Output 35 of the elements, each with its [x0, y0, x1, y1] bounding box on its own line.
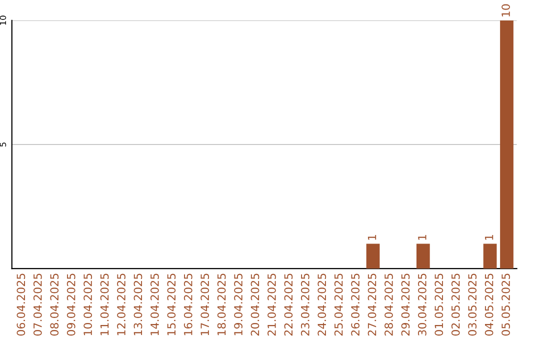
x-tick-label: 14.04.2025 [150, 274, 159, 336]
x-tick-label: 03.05.2025 [468, 274, 477, 336]
x-tick-label: 09.04.2025 [66, 274, 76, 336]
x-tick-label: 01.05.2025 [434, 274, 444, 336]
x-tick-label: 27.04.2025 [368, 274, 376, 336]
x-tick-label: 11.04.2025 [100, 274, 109, 336]
x-tick-label: 28.04.2025 [384, 274, 393, 336]
data-label: 10 [502, 4, 510, 16]
x-tick-label: 02.05.2025 [451, 274, 460, 336]
x-tick-label: 20.04.2025 [250, 274, 260, 336]
x-tick-label: 16.04.2025 [184, 274, 192, 336]
x-tick-label: 15.04.2025 [167, 274, 176, 336]
x-tick-label: 26.04.2025 [351, 274, 360, 336]
x-tick-label: 18.04.2025 [217, 274, 226, 336]
x-tick-label: 06.04.2025 [16, 274, 26, 336]
x-tick-label: 08.04.2025 [50, 274, 59, 336]
data-label: 1 [418, 234, 426, 240]
x-tick-label: 17.04.2025 [200, 274, 210, 336]
x-tick-label: 04.05.2025 [484, 274, 494, 336]
x-tick-label: 07.04.2025 [33, 274, 42, 336]
x-tick-label: 21.04.2025 [268, 274, 276, 336]
data-label: 1 [484, 234, 494, 240]
x-tick-label: 13.04.2025 [134, 274, 142, 336]
y-tick-label: 5 [0, 142, 6, 147]
x-tick-label: 10.04.2025 [84, 274, 92, 336]
x-tick-label: 22.04.2025 [284, 274, 293, 336]
x-tick-label: 30.04.2025 [418, 274, 426, 336]
x-tick-label: 23.04.2025 [300, 274, 310, 336]
x-tick-label: 25.04.2025 [334, 274, 343, 336]
x-tick-label: 12.04.2025 [117, 274, 126, 336]
x-tick-label: 05.05.2025 [502, 274, 510, 336]
data-label: 1 [368, 234, 376, 240]
x-tick-label: 24.04.2025 [318, 274, 326, 336]
x-tick-label: 19.04.2025 [234, 274, 242, 336]
x-tick-label: 29.04.2025 [401, 274, 410, 336]
